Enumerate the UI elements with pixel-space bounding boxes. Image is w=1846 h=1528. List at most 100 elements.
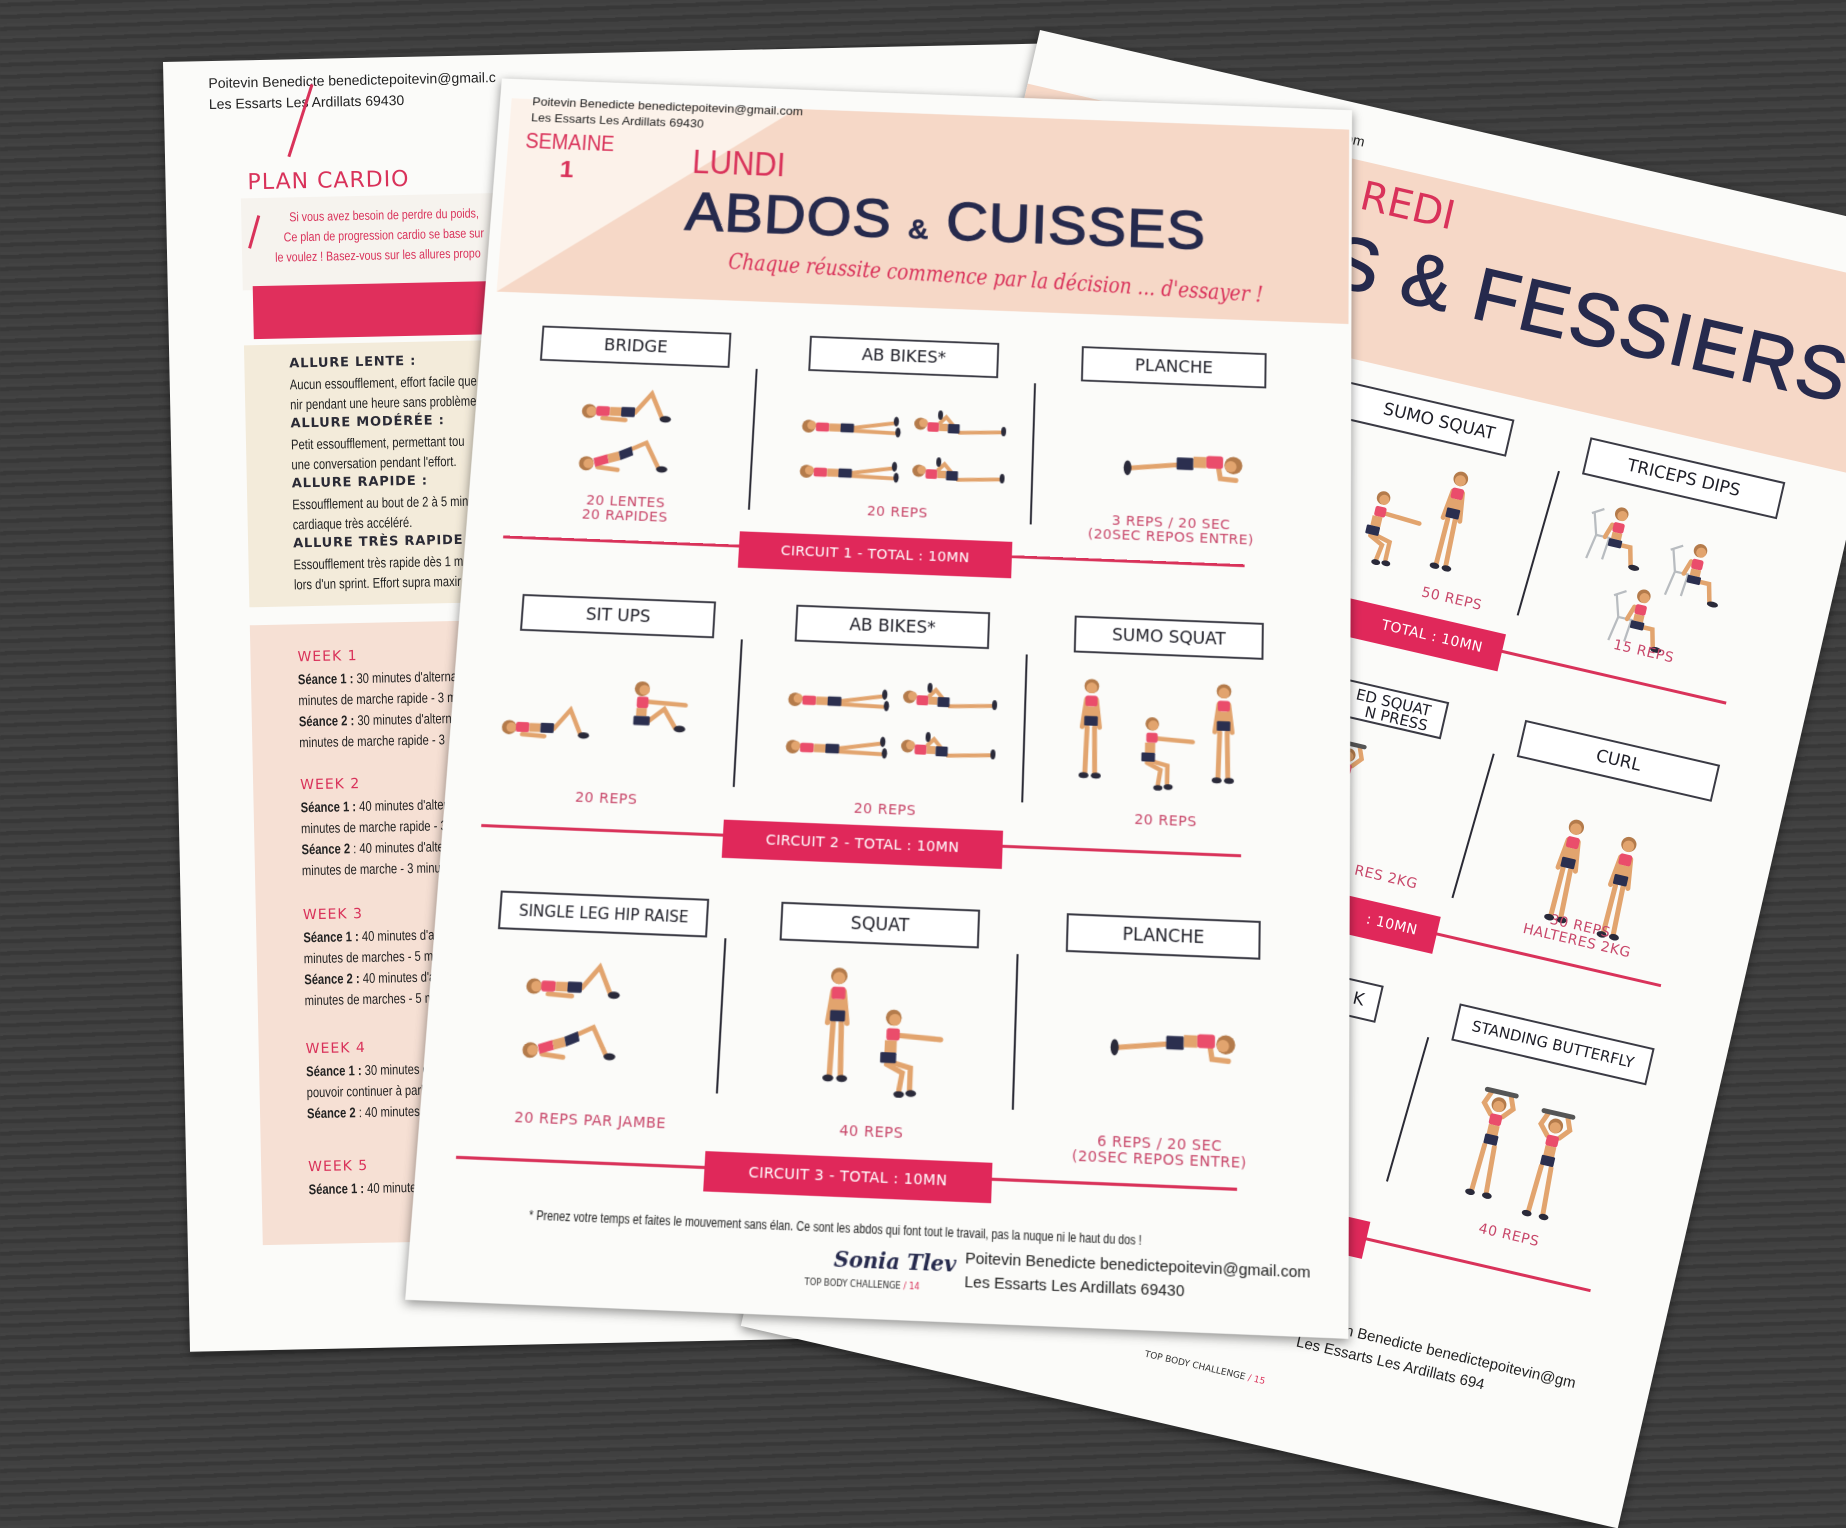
circuit-label: CIRCUIT 1 - TOTAL : 10MN: [738, 531, 1013, 578]
page-number: 14: [909, 1282, 920, 1292]
column-divider: [1012, 954, 1019, 1110]
exercise-figure: [497, 700, 605, 744]
exercise-name-box: AB BIKES*: [808, 336, 999, 378]
ab-bikes-exercise-illustration: [787, 655, 988, 791]
allure-label: ALLURE LENTE :: [289, 354, 416, 372]
squat-exercise-illustration: [772, 955, 978, 1098]
session-line: minutes de marches - 5 mi: [304, 947, 436, 966]
allure-label: ALLURE RAPIDE :: [292, 474, 428, 492]
session-label: Séance 1 :: [308, 1180, 364, 1197]
exercise-name-box: AB BIKES*: [795, 605, 991, 649]
exercise-figure: [908, 408, 1012, 442]
abdos-cuisses-workout-page: Poitevin Benedicte benedictepoitevin@gma…: [405, 78, 1352, 1338]
session-text: : 40 minutes d'alte: [350, 838, 444, 856]
session-line: Séance 2 : 40 minutes d'alte: [301, 838, 444, 857]
session-text: 40 minutes d'alter: [356, 796, 447, 814]
exercise-name-box: SINGLE LEG HIP RAISE: [498, 890, 709, 937]
hip-raise-exercise-illustration: [487, 943, 706, 1086]
sit-ups-exercise-illustration: [510, 644, 714, 780]
weeks-list: [163, 43, 1063, 62]
contact-line: Poitevin Benedicte benedictepoitevin@gma…: [208, 67, 496, 94]
column-divider: [716, 938, 727, 1093]
session-line: minutes de marche rapide - 3: [299, 731, 445, 750]
exercise-reps: 20 REPS PAR JAMBE: [463, 1108, 718, 1134]
page-number: 15: [1253, 1375, 1266, 1387]
exercise-name-box: SIT UPS: [520, 594, 716, 638]
session-text: 40 minutes d'a: [359, 969, 435, 987]
logo-caption-text: TOP BODY CHALLENGE: [1144, 1350, 1247, 1383]
exercise-figure: [800, 412, 904, 442]
exercise-reps: 20 REPS: [1049, 809, 1282, 833]
exercise-figure: [1118, 443, 1251, 488]
session-label: Séance 1 :: [303, 928, 359, 945]
session-line: Séance 2 : 30 minutes d'altern: [299, 710, 452, 729]
column-divider: [733, 639, 743, 787]
exercise-reps: 6 REPS / 20 SEC(20SEC REPOS ENTRE): [1039, 1132, 1279, 1174]
session-line: Séance 1 : 40 minutes d'alter: [300, 796, 447, 815]
exercise-figure: [906, 455, 1010, 489]
session-line: minutes de marche rapide - 3 m: [298, 689, 456, 708]
column-divider: [748, 369, 758, 510]
exercise-reps: 20 REPS: [487, 787, 725, 811]
exercise-figure: [1104, 1020, 1244, 1069]
session-text: : 40 minutes d: [355, 1103, 429, 1121]
standing-butterfly-exercise-illustration: [1417, 1052, 1643, 1233]
exercise-name-box: PLANCHE: [1081, 346, 1267, 388]
exercise-name-box: PLANCHE: [1066, 913, 1261, 960]
session-label: Séance 2: [307, 1104, 356, 1121]
exercise-reps: 40 REPS: [749, 1120, 994, 1146]
reps-line: 40 REPS: [749, 1120, 994, 1146]
exercise-figure: [786, 684, 892, 716]
session-label: Séance 1 :: [300, 798, 356, 815]
week-number: 1: [559, 155, 575, 182]
plan-cardio-title: PLAN CARDIO: [247, 167, 409, 195]
allure-label: ALLURE MODÉRÉE :: [290, 413, 444, 431]
exercise-figure: [579, 385, 684, 428]
logo-brand: Sonia Tlev: [833, 1246, 956, 1277]
exercise-name: TRICEPS DIPS: [1625, 456, 1742, 501]
logo-caption-text: TOP BODY CHALLENGE: [804, 1277, 901, 1291]
reps-line: 20 REPS PAR JAMBE: [463, 1108, 718, 1134]
session-label: Séance 1 :: [306, 1062, 362, 1079]
week-label: WEEK 2: [300, 776, 360, 793]
exercise-figure: [784, 731, 891, 763]
exercise-reps: 20 REPS: [766, 798, 1004, 822]
exercise-figure: [1350, 483, 1428, 575]
session-text: minutes de marches - 5 m: [305, 990, 435, 1009]
exercise-figure: [1203, 681, 1243, 791]
exercise-figure: [524, 957, 634, 1005]
session-text: 40 minutes d'al: [359, 926, 437, 944]
session-text: minutes de marches - 5 mi: [304, 947, 436, 966]
circuit-label: CIRCUIT 2 - TOTAL : 10MN: [722, 820, 1003, 869]
week-label: SEMAINE: [525, 129, 615, 155]
session-label: Séance 1 :: [298, 670, 354, 687]
circuit-label: CIRCUIT 3 - TOTAL : 10MN: [703, 1151, 992, 1203]
exercise-figure: [1578, 499, 1660, 575]
ab-bikes-exercise-illustration: [801, 384, 997, 514]
title-ampersand: &: [908, 214, 929, 245]
exercise-figure: [1512, 1102, 1581, 1233]
reps-line: 20 REPS: [487, 787, 725, 811]
exercise-figure: [623, 678, 697, 738]
exercise-figure: [896, 681, 1002, 717]
exercise-figure: [519, 1013, 630, 1065]
session-text: pouvoir continuer à parl: [306, 1082, 423, 1100]
week-label: WEEK 3: [303, 906, 363, 923]
session-line: minutes de marche - 3 minu: [302, 859, 441, 878]
session-line: Séance 2 : 40 minutes d: [307, 1103, 429, 1122]
session-text: 30 minutes d'altern: [354, 710, 452, 728]
exercise-name-box: BRIDGE: [540, 326, 732, 368]
sonia-tlev-logo: Sonia Tlev: [833, 1246, 956, 1277]
allures-list: [163, 43, 1063, 62]
exercise-figure: [1420, 465, 1482, 581]
session-line: minutes de marches - 5 m: [305, 990, 435, 1009]
session-line: Séance 1 : 40 minutes d'al: [303, 926, 437, 945]
session-label: Séance 2 :: [304, 970, 360, 987]
session-line: Séance 1 : 40 minutes: [308, 1179, 422, 1197]
exercise-figure: [1070, 676, 1111, 786]
intro-text: [163, 43, 1063, 62]
session-label: Séance 2 :: [299, 712, 355, 729]
bridge-exercise-illustration: [530, 374, 729, 503]
session-line: pouvoir continuer à parl: [306, 1082, 423, 1100]
exercise-figure: [894, 730, 1001, 766]
